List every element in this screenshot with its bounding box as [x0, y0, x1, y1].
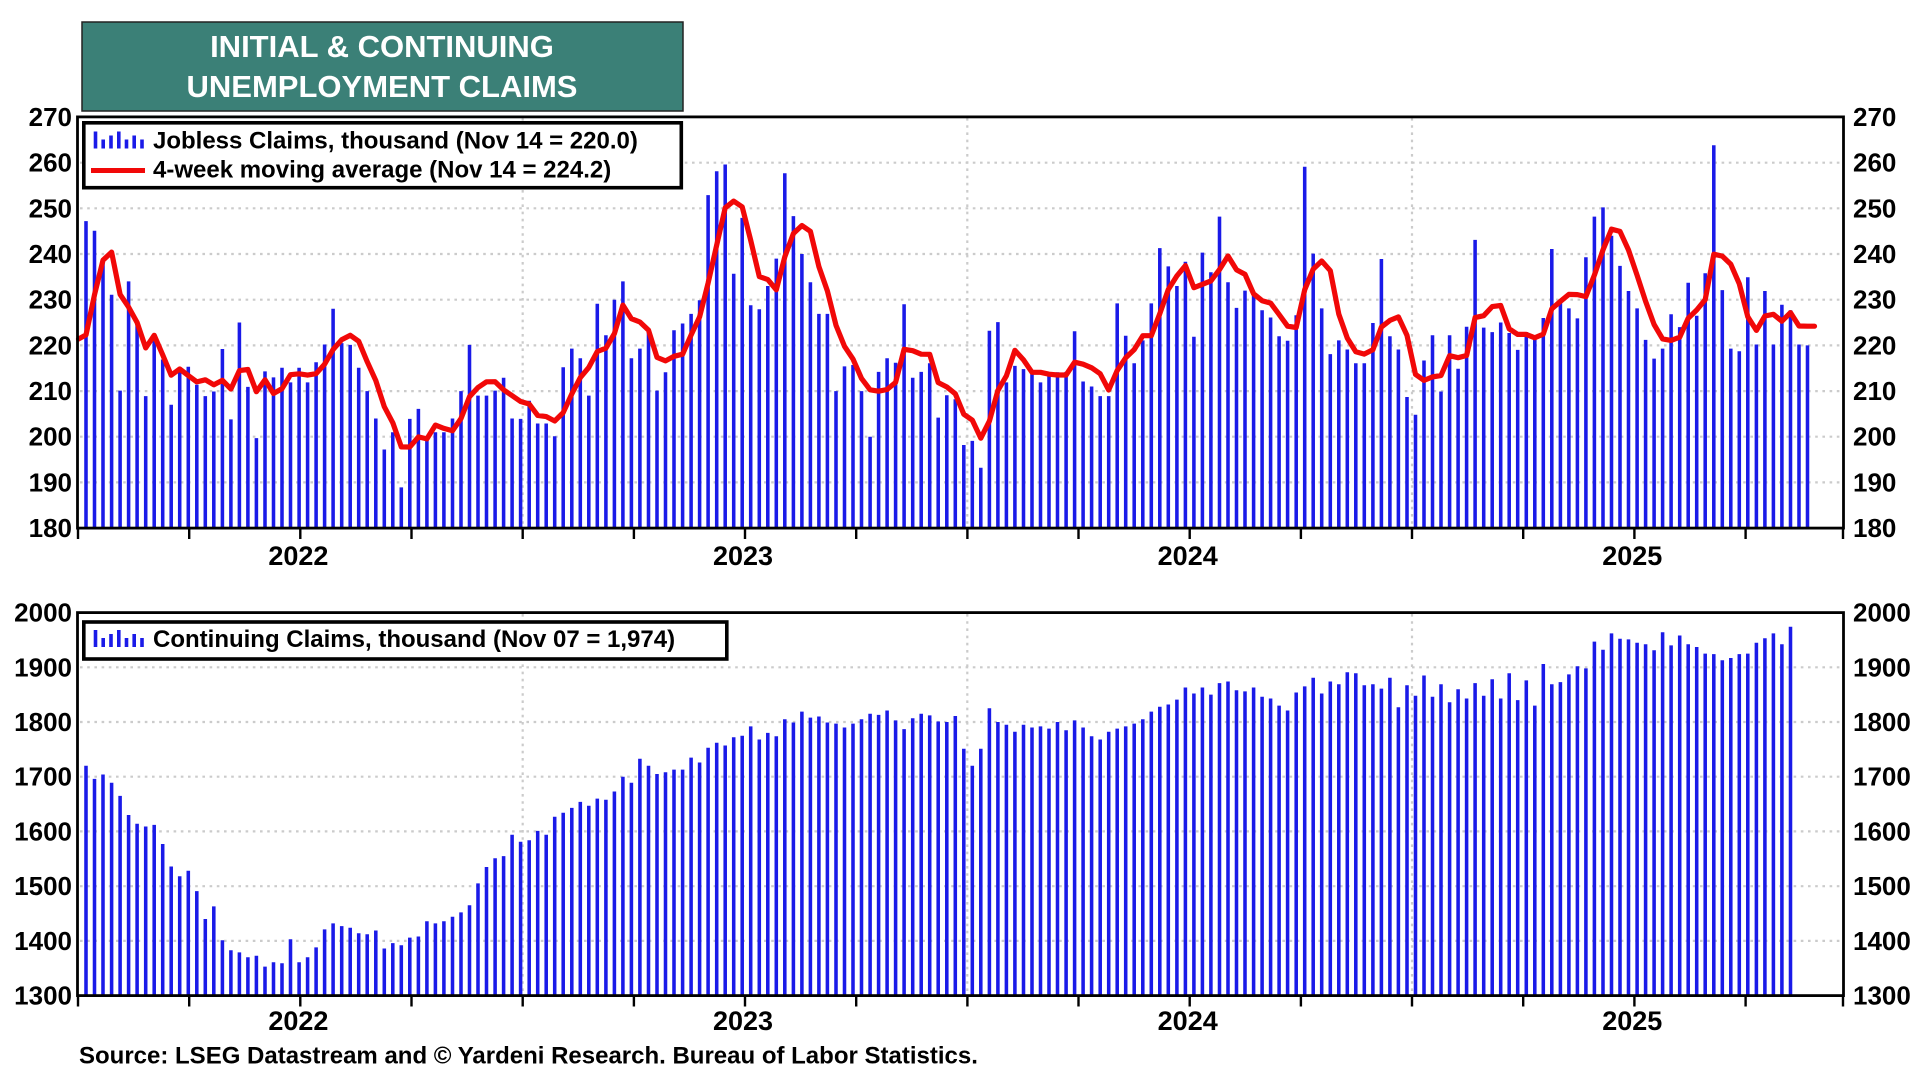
svg-text:2000: 2000 — [1853, 598, 1911, 628]
svg-text:200: 200 — [29, 422, 72, 452]
svg-text:220: 220 — [29, 330, 72, 360]
svg-text:210: 210 — [29, 376, 72, 406]
svg-text:2025: 2025 — [1602, 1006, 1662, 1036]
svg-text:1700: 1700 — [14, 762, 72, 792]
svg-text:2000: 2000 — [14, 598, 72, 628]
svg-text:2024: 2024 — [1158, 541, 1218, 571]
svg-text:Source: LSEG Datastream and ©: Source: LSEG Datastream and © Yardeni Re… — [79, 1043, 978, 1070]
svg-text:1800: 1800 — [14, 707, 72, 737]
svg-text:2024: 2024 — [1158, 1006, 1218, 1036]
svg-text:230: 230 — [29, 285, 72, 315]
svg-text:270: 270 — [29, 102, 72, 132]
svg-text:1800: 1800 — [1853, 707, 1911, 737]
svg-text:2025: 2025 — [1602, 541, 1662, 571]
svg-text:1400: 1400 — [14, 926, 72, 956]
svg-text:4-week moving average (Nov 14: 4-week moving average (Nov 14 = 224.2) — [153, 157, 611, 184]
svg-text:180: 180 — [1853, 513, 1896, 543]
svg-text:1900: 1900 — [1853, 652, 1911, 682]
svg-text:220: 220 — [1853, 330, 1896, 360]
svg-text:1300: 1300 — [14, 981, 72, 1011]
svg-text:250: 250 — [1853, 193, 1896, 223]
svg-text:1700: 1700 — [1853, 762, 1911, 792]
svg-text:UNEMPLOYMENT CLAIMS: UNEMPLOYMENT CLAIMS — [187, 69, 578, 104]
svg-text:190: 190 — [29, 467, 72, 497]
svg-text:1600: 1600 — [1853, 816, 1911, 846]
svg-text:1300: 1300 — [1853, 981, 1911, 1011]
svg-text:1600: 1600 — [14, 816, 72, 846]
svg-text:240: 240 — [29, 239, 72, 269]
svg-text:INITIAL & CONTINUING: INITIAL & CONTINUING — [210, 29, 554, 64]
svg-text:1400: 1400 — [1853, 926, 1911, 956]
svg-text:260: 260 — [1853, 148, 1896, 178]
svg-text:1900: 1900 — [14, 652, 72, 682]
svg-text:240: 240 — [1853, 239, 1896, 269]
svg-text:Jobless Claims, thousand (Nov: Jobless Claims, thousand (Nov 14 = 220.0… — [153, 128, 638, 155]
svg-text:2022: 2022 — [268, 1006, 328, 1036]
svg-text:2023: 2023 — [713, 541, 773, 571]
svg-text:250: 250 — [29, 193, 72, 223]
svg-text:260: 260 — [29, 148, 72, 178]
svg-text:230: 230 — [1853, 285, 1896, 315]
svg-text:270: 270 — [1853, 102, 1896, 132]
svg-text:210: 210 — [1853, 376, 1896, 406]
svg-text:2023: 2023 — [713, 1006, 773, 1036]
svg-text:190: 190 — [1853, 467, 1896, 497]
svg-text:200: 200 — [1853, 422, 1896, 452]
svg-text:2022: 2022 — [268, 541, 328, 571]
svg-text:1500: 1500 — [14, 871, 72, 901]
svg-text:Continuing Claims, thousand (N: Continuing Claims, thousand (Nov 07 = 1,… — [153, 626, 675, 653]
svg-text:1500: 1500 — [1853, 871, 1911, 901]
svg-text:180: 180 — [29, 513, 72, 543]
